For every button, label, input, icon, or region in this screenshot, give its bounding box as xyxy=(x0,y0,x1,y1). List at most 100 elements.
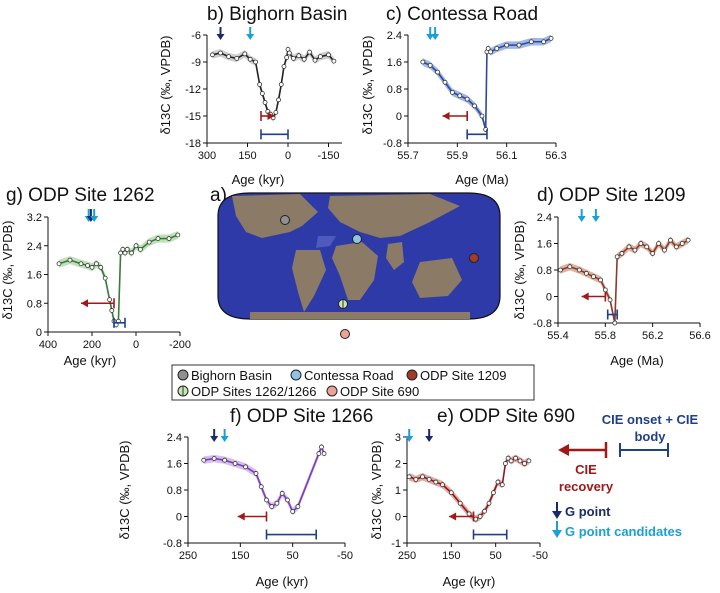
panel-f-data-point xyxy=(258,484,264,490)
panel-f-ytick-label: 0.8 xyxy=(167,485,182,497)
panel-e-data-point xyxy=(499,482,505,488)
panel-g-data-point xyxy=(85,263,90,268)
panel-e-data-point xyxy=(413,476,419,482)
panel-d-data-point xyxy=(602,287,608,293)
panel-b-data-point xyxy=(317,54,323,59)
panel-e-data-point xyxy=(526,458,532,464)
panel-e-data-point xyxy=(477,514,483,519)
key-recovery-label-line1: CIE xyxy=(575,462,597,477)
panel-f-ytick-label: 1.6 xyxy=(167,459,182,471)
panel-b-xtick-label: 150 xyxy=(238,150,256,162)
panel-g-data-point xyxy=(109,308,115,313)
legend-marker-690 xyxy=(326,385,338,397)
panel-e-data-point xyxy=(505,455,511,461)
panel-d-xlabel: Age (Ma) xyxy=(610,353,663,368)
panel-c-data-point xyxy=(449,89,455,95)
panel-c-ytick-label: -0.8 xyxy=(383,138,402,150)
site-legend: Bighorn Basin Contessa Road ODP Site 120… xyxy=(171,364,535,401)
panel-e-series-line xyxy=(408,456,530,521)
landmass-antarctica xyxy=(250,312,470,319)
panel-d-data-point xyxy=(567,264,573,270)
panel-b-data-point xyxy=(247,56,253,62)
key-onset-label-line2: body xyxy=(634,429,666,444)
panel-c-data-point xyxy=(435,69,441,75)
panel-d-data-point xyxy=(598,277,603,283)
panel-d-data-point xyxy=(668,237,673,243)
panel-f-xlabel: Age (kyr) xyxy=(256,574,309,589)
panel-g-data-point xyxy=(124,246,130,252)
panel-b-xlabel: Age (kyr) xyxy=(232,172,285,187)
panel-g-xtick-label: 400 xyxy=(39,339,57,351)
panel-d-data-point xyxy=(650,251,656,256)
panel-d-data-point xyxy=(614,254,620,260)
panel-c-g-arrowhead xyxy=(431,34,440,40)
panel-g-ytick-label: 0 xyxy=(36,327,42,339)
panel-b-data-point xyxy=(276,97,281,103)
panel-e-ytick-label: 3 xyxy=(395,432,401,444)
panel-f-data-point xyxy=(285,497,290,503)
panel-c-data-point xyxy=(488,49,494,55)
panel-g-data-point xyxy=(129,250,135,256)
panel-c-xtick-label: 56.1 xyxy=(496,150,517,162)
panel-g-data-point xyxy=(118,250,123,256)
panel-b-data-point xyxy=(226,54,232,59)
panel-e-data-point xyxy=(503,461,508,466)
panel-c-data-point xyxy=(494,46,500,51)
panel-c-data-point xyxy=(504,42,510,48)
panel-g-data-point xyxy=(67,257,73,263)
panel-d-xtick-label: 55.4 xyxy=(547,330,568,342)
panel-b-data-point xyxy=(242,51,248,57)
panel-b-data-point xyxy=(326,52,331,58)
key-g-candidate-label: G point candidates xyxy=(565,524,682,539)
panel-c-ytick-label: 0.8 xyxy=(387,84,402,96)
panel-d-data-point xyxy=(576,267,582,273)
panel-f-data-point xyxy=(232,461,238,466)
panel-c-data-point xyxy=(479,113,485,119)
panel-e-uncertainty-band xyxy=(409,454,529,523)
panel-c-data-point xyxy=(457,93,463,99)
panel-c-data-point xyxy=(541,39,547,45)
panel-c-data-point xyxy=(420,59,426,65)
panel-f-data-point xyxy=(243,464,248,470)
panel-g-data-point xyxy=(107,297,112,303)
legend-marker-1209 xyxy=(406,369,418,381)
key-recovery-label-line2: recovery xyxy=(559,479,614,494)
panel-e-data-point xyxy=(466,511,472,517)
panel-c-data-point xyxy=(548,35,554,41)
site-marker-1209 xyxy=(469,253,479,263)
panel-b-data-point xyxy=(312,57,318,63)
panel-f-xtick-label: -50 xyxy=(337,550,353,562)
panel-c-xtick-label: 55.7 xyxy=(397,150,418,162)
panel-g-ytick-label: 1.6 xyxy=(27,270,42,282)
panel-f-ytick-label: 2.4 xyxy=(167,432,182,444)
landmass-africa xyxy=(332,242,378,300)
key-recovery-arrowhead xyxy=(558,444,569,456)
panel-f-ytick-label: 0 xyxy=(176,512,182,524)
panel-f-data-point xyxy=(211,456,217,461)
panel-e-ytick-label: 0 xyxy=(395,512,401,524)
panel-b-ytick-label: -15 xyxy=(185,111,201,123)
panel-e-data-point xyxy=(508,458,514,464)
panel-b-xtick-label: -150 xyxy=(317,150,339,162)
panel-f-uncertainty-band xyxy=(203,443,325,516)
panel-b-data-point xyxy=(218,50,223,56)
panel-g-data-point xyxy=(78,261,84,267)
panel-b-data-point xyxy=(284,55,290,60)
panel-g-data-point xyxy=(166,236,172,241)
panel-d-data-point xyxy=(626,244,632,250)
paleogeographic-map: a) xyxy=(210,185,501,339)
panel-g-xtick-label: -200 xyxy=(169,339,191,351)
panel-g-ytick-label: 0.8 xyxy=(27,298,42,310)
panel-e-xtick-label: 50 xyxy=(490,550,502,562)
panel-e-data-point xyxy=(491,490,496,496)
panel-b-g-arrowhead xyxy=(216,34,225,40)
panel-f-data-point xyxy=(319,444,324,450)
panel-b-data-point xyxy=(259,91,265,96)
legend-marker-bighorn xyxy=(177,369,189,381)
panel-e-ylabel: δ13C (‰, VPDB) xyxy=(369,441,384,540)
panel-d-data-point xyxy=(673,244,679,250)
panel-b-ytick-label: -9 xyxy=(191,57,201,69)
panel-g-data-point xyxy=(89,264,95,270)
panel-c-title: c) Contessa Road xyxy=(386,4,538,25)
panel-f-title: f) ODP Site 1266 xyxy=(230,406,373,427)
